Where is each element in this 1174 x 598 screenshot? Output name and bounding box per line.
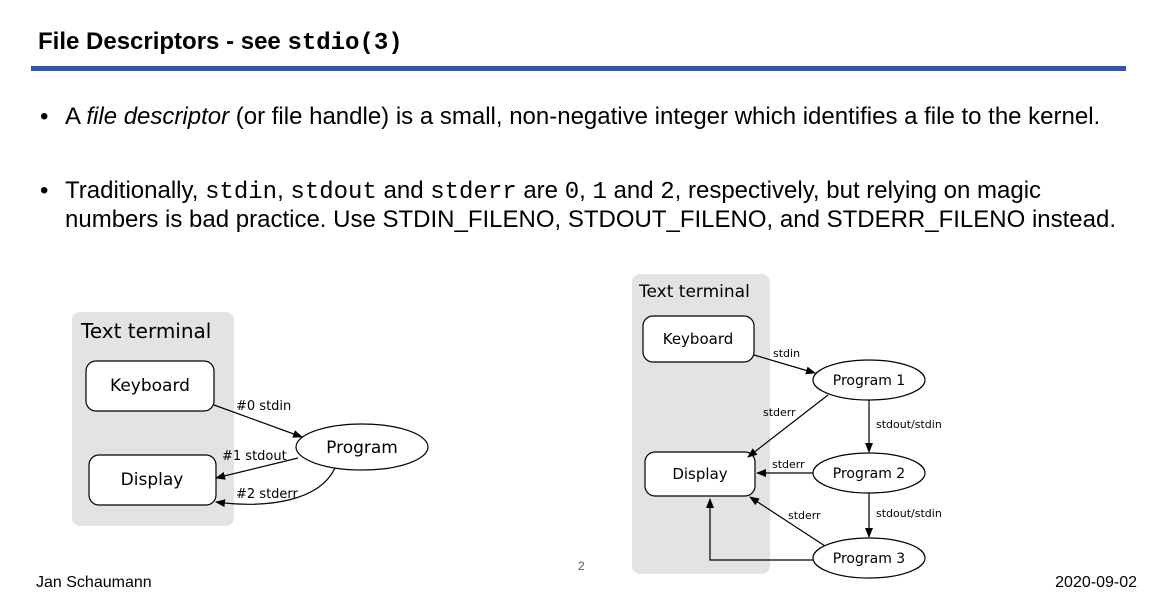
slide-title-text: File Descriptors - see — [38, 28, 288, 55]
display-node — [644, 451, 756, 497]
page-number: 2 — [578, 559, 585, 573]
program1-label: Program 1 — [833, 373, 905, 389]
edge-p3-stderr — [749, 496, 826, 547]
edge-stdin — [753, 354, 816, 375]
keyboard-label: Keyboard — [663, 330, 734, 348]
edge-stdin — [213, 404, 303, 438]
edge-p3-display — [706, 498, 813, 561]
display-label: Display — [121, 470, 184, 490]
edge-p2-stderr-label: stderr — [772, 458, 805, 471]
footer-date: 2020-09-02 — [1055, 574, 1137, 591]
terminal-label: Text terminal — [80, 319, 211, 343]
code-two: 2 — [660, 179, 675, 206]
code-zero: 0 — [564, 179, 580, 206]
bullet-text: , — [277, 177, 291, 204]
program3-node — [812, 537, 926, 579]
program2-label: Program 2 — [833, 466, 905, 482]
keyboard-label: Keyboard — [110, 376, 190, 396]
bullet-text: A — [65, 103, 87, 130]
code-stderr: stderr — [430, 179, 517, 206]
bullet-file-descriptor: • A file descriptor (or file handle) is a… — [40, 103, 1125, 130]
diagram-left: Text terminal Keyboard Display Program #… — [72, 312, 429, 526]
program-label: Program — [326, 438, 398, 458]
edge-stdout — [215, 457, 299, 480]
footer-author: Jan Schaumann — [36, 574, 152, 591]
edge-stderr — [215, 467, 336, 508]
bullet-text: and — [606, 177, 661, 204]
program3-label: Program 3 — [833, 551, 905, 567]
code-stdout: stdout — [290, 179, 377, 206]
bullet-magic-numbers: • Traditionally, stdin, stdout and stderr… — [40, 177, 1125, 233]
edge-stdin-label: stdin — [773, 347, 800, 360]
bullet-text: , respectively, but relying on magic num… — [65, 177, 1117, 233]
code-one: 1 — [592, 179, 607, 206]
display-node — [88, 454, 217, 506]
display-label: Display — [672, 465, 727, 483]
bullet-text: are — [516, 177, 565, 204]
keyboard-node — [642, 315, 755, 363]
bullet-dot: • — [40, 103, 49, 130]
edge-stdin-label: #0 stdin — [236, 399, 291, 414]
slide-title: File Descriptors - see stdio(3) — [38, 28, 403, 57]
bullet-text: (or file handle) is a small, non-negativ… — [229, 103, 1101, 130]
bullet-text: Traditionally, — [65, 177, 206, 204]
slide-title-code: stdio(3) — [287, 30, 403, 57]
keyboard-node — [85, 360, 215, 412]
edge-stdout-label: #1 stdout — [222, 449, 287, 464]
bullet-emphasis: file descriptor — [86, 103, 230, 130]
edge-p1-stderr — [747, 394, 829, 458]
edge-stderr-label: #2 stderr — [236, 487, 299, 502]
edge-p1-stderr-label: stderr — [763, 406, 796, 419]
bullet-text: and — [376, 177, 431, 204]
program-node — [295, 423, 429, 471]
edge-p1-p2-label: stdout/stdin — [876, 418, 942, 431]
bullet-dot: • — [40, 177, 49, 204]
title-rule — [31, 66, 1126, 71]
code-stdin: stdin — [205, 179, 278, 206]
diagram-right: Text terminal Keyboard Display Program 1… — [632, 274, 942, 579]
bullet-text: , — [579, 177, 593, 204]
edge-p3-stderr-label: stderr — [788, 509, 821, 522]
edge-p2-p3-label: stdout/stdin — [876, 507, 942, 520]
terminal-label: Text terminal — [638, 282, 750, 302]
